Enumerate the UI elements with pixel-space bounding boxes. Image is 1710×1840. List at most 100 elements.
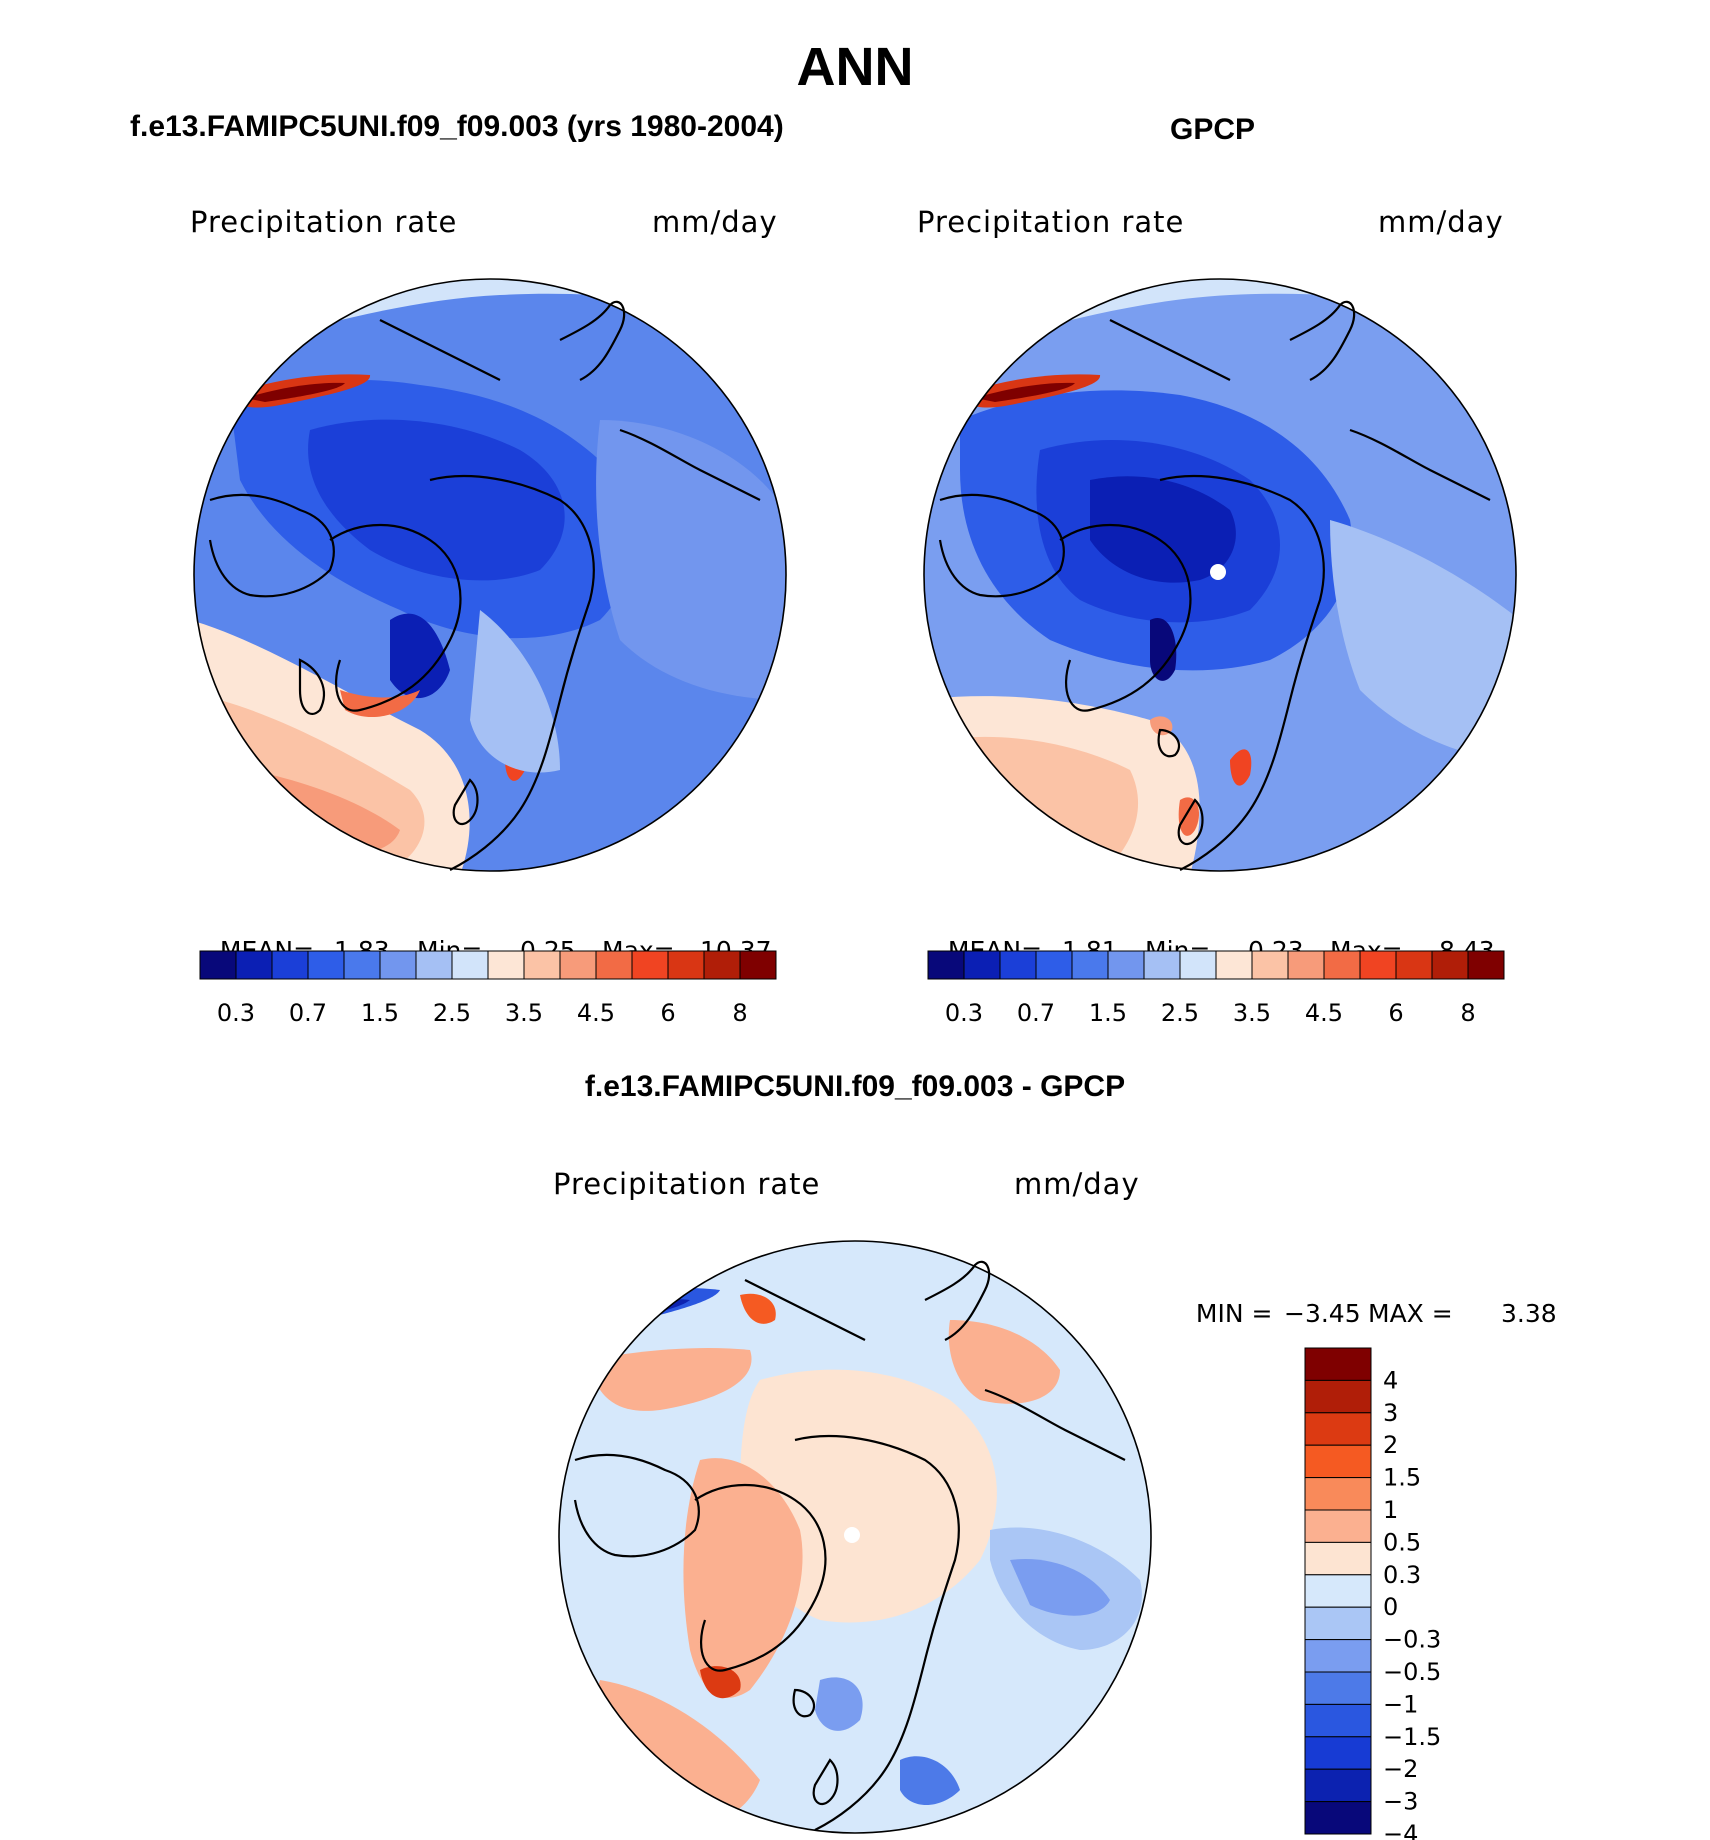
colorbar-tick-label: 0.3 xyxy=(945,999,983,1027)
colorbar-swatch xyxy=(415,950,453,980)
colorbar-swatch xyxy=(963,950,1001,980)
min-label: MIN = xyxy=(1195,1299,1273,1328)
colorbar-swatch xyxy=(1304,1379,1372,1414)
colorbar-tick-label: 3.5 xyxy=(505,999,543,1027)
colorbar-swatch xyxy=(1287,950,1325,980)
min-value: −3.45 xyxy=(1284,1299,1361,1328)
colorbar-swatch xyxy=(595,950,633,980)
model-variable-label: Precipitation rate xyxy=(190,205,458,239)
diff-units-label: mm/day xyxy=(1014,1167,1140,1201)
diff-stats: MIN = −3.45 MAX = 3.38 xyxy=(1180,1270,1557,1328)
colorbar-tick-label: −1 xyxy=(1383,1690,1418,1718)
colorbar-swatch xyxy=(927,950,965,980)
colorbar-tick-label: 2.5 xyxy=(1161,999,1199,1027)
colorbar-swatch xyxy=(1143,950,1181,980)
colorbar-tick-label: 8 xyxy=(1460,999,1475,1027)
colorbar-tick-label: −2 xyxy=(1383,1755,1418,1783)
colorbar-tick-label: 0.5 xyxy=(1383,1528,1421,1556)
colorbar-swatch xyxy=(307,950,345,980)
colorbar-swatch xyxy=(739,950,777,980)
colorbar-tick-label: −4 xyxy=(1383,1820,1418,1840)
colorbar-tick-label: 0 xyxy=(1383,1593,1398,1621)
colorbar-tick-label: 6 xyxy=(660,999,675,1027)
obs-polar-map xyxy=(923,278,1517,872)
colorbar-swatch xyxy=(1467,950,1505,980)
model-colorbar: 0.3 0.7 1.5 2.5 3.5 4.5 6 8 xyxy=(199,950,777,1027)
obs-units-label: mm/day xyxy=(1378,205,1504,239)
obs-colorbar: 0.3 0.7 1.5 2.5 3.5 4.5 6 8 xyxy=(927,950,1505,1027)
colorbar-tick-label: 1.5 xyxy=(1383,1464,1421,1492)
colorbar-swatch xyxy=(271,950,309,980)
colorbar-swatch xyxy=(1304,1801,1372,1835)
colorbar-swatch xyxy=(1323,950,1361,980)
colorbar-swatch xyxy=(1304,1606,1372,1641)
colorbar-tick-label: 3.5 xyxy=(1233,999,1271,1027)
colorbar-tick-label: 0.7 xyxy=(1017,999,1055,1027)
colorbar-swatch xyxy=(1035,950,1073,980)
obs-variable-label: Precipitation rate xyxy=(917,205,1185,239)
colorbar-swatch xyxy=(451,950,489,980)
colorbar-tick-label: −0.5 xyxy=(1383,1658,1441,1686)
colorbar-swatch xyxy=(631,950,669,980)
colorbar-swatch xyxy=(1304,1736,1372,1770)
obs-panel-heading: GPCP xyxy=(1170,113,1256,146)
colorbar-swatch xyxy=(1107,950,1145,980)
colorbar-swatch xyxy=(703,950,741,980)
colorbar-swatch xyxy=(999,950,1037,980)
colorbar-tick-label: 1 xyxy=(1383,1496,1398,1524)
colorbar-swatch xyxy=(379,950,417,980)
colorbar-tick-label: 8 xyxy=(732,999,747,1027)
model-panel-heading: f.e13.FAMIPC5UNI.f09_f09.003 (yrs 1980-2… xyxy=(130,110,784,143)
diff-variable-label: Precipitation rate xyxy=(553,1167,821,1201)
colorbar-swatch xyxy=(1304,1768,1372,1803)
colorbar-tick-label: 0.7 xyxy=(289,999,327,1027)
colorbar-swatch xyxy=(1304,1703,1372,1738)
colorbar-swatch xyxy=(1431,950,1469,980)
colorbar-swatch xyxy=(343,950,381,980)
colorbar-swatch xyxy=(1304,1347,1372,1381)
colorbar-swatch xyxy=(559,950,597,980)
colorbar-swatch xyxy=(487,950,525,980)
colorbar-swatch xyxy=(1304,1639,1372,1673)
colorbar-swatch xyxy=(1304,1574,1372,1608)
colorbar-swatch xyxy=(1179,950,1217,980)
colorbar-swatch xyxy=(667,950,705,980)
colorbar-swatch xyxy=(235,950,273,980)
diff-panel-heading: f.e13.FAMIPC5UNI.f09_f09.003 - GPCP xyxy=(584,1070,1126,1103)
colorbar-tick-label: 1.5 xyxy=(361,999,399,1027)
colorbar-tick-label: 0.3 xyxy=(217,999,255,1027)
diff-polar-map xyxy=(558,1240,1152,1834)
colorbar-swatch xyxy=(199,950,237,980)
colorbar-tick-label: −1.5 xyxy=(1383,1723,1441,1751)
colorbar-tick-label: −0.3 xyxy=(1383,1626,1441,1654)
pole-hole-marker xyxy=(1210,564,1226,580)
colorbar-swatch xyxy=(1395,950,1433,980)
colorbar-tick-label: 0.3 xyxy=(1383,1561,1421,1589)
diff-colorbar: 4 3 2 1.5 1 0.5 0.3 0 −0.3 −0.5 −1 −1.5 −2 −3 −4 xyxy=(1304,1347,1441,1840)
colorbar-swatch xyxy=(1215,950,1253,980)
max-value: 3.38 xyxy=(1501,1299,1557,1328)
model-coastlines xyxy=(208,300,761,871)
colorbar-swatch xyxy=(1304,1509,1372,1543)
colorbar-tick-label: −3 xyxy=(1383,1788,1418,1816)
colorbar-swatch xyxy=(1304,1444,1372,1479)
colorbar-swatch xyxy=(1071,950,1109,980)
colorbar-swatch xyxy=(1359,950,1397,980)
pole-hole-marker xyxy=(844,1527,860,1543)
diff-coastlines xyxy=(573,1260,1126,1831)
colorbar-swatch xyxy=(1304,1541,1372,1576)
colorbar-swatch xyxy=(1251,950,1289,980)
colorbar-tick-label: 2.5 xyxy=(433,999,471,1027)
colorbar-swatch xyxy=(523,950,561,980)
colorbar-swatch xyxy=(1304,1671,1372,1705)
colorbar-tick-label: 1.5 xyxy=(1089,999,1127,1027)
colorbar-tick-label: 4.5 xyxy=(1305,999,1343,1027)
model-units-label: mm/day xyxy=(652,205,778,239)
colorbar-tick-label: 6 xyxy=(1388,999,1403,1027)
max-label: MAX = xyxy=(1368,1299,1453,1328)
colorbar-swatch xyxy=(1304,1412,1372,1446)
model-polar-map xyxy=(193,278,787,872)
colorbar-tick-label: 4 xyxy=(1383,1366,1398,1394)
colorbar-tick-label: 2 xyxy=(1383,1431,1398,1459)
